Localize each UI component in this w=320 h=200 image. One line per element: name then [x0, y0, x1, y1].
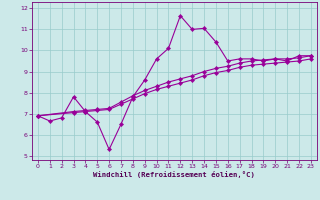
X-axis label: Windchill (Refroidissement éolien,°C): Windchill (Refroidissement éolien,°C) [93, 171, 255, 178]
